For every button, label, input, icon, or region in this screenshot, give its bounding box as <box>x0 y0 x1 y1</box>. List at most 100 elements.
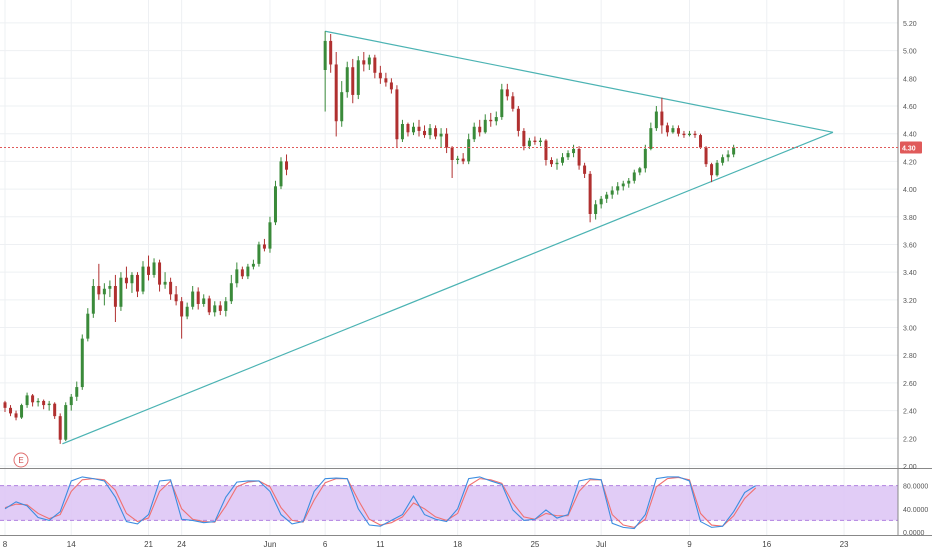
event-badge-label[interactable]: E <box>18 456 23 465</box>
candle-body <box>285 161 289 170</box>
y-tick-label: 4.80 <box>903 76 917 83</box>
x-tick-label: 11 <box>376 540 385 549</box>
oscillator-k-line <box>4 476 757 530</box>
candle-body <box>158 262 162 285</box>
y-tick-label: 2.20 <box>903 436 917 443</box>
candle-body <box>169 281 173 295</box>
oscillator-tick-label: 0.0000 <box>903 530 925 537</box>
candle-body <box>643 148 647 169</box>
candle-body <box>577 148 581 166</box>
candle-body <box>445 133 449 148</box>
candle-body <box>119 277 123 307</box>
candle-body <box>235 269 239 284</box>
candle-body <box>411 126 415 133</box>
candle-body <box>367 57 371 65</box>
y-tick-label: 3.80 <box>903 215 917 222</box>
last-price-marker: 4.30 <box>0 141 922 154</box>
candle-body <box>36 400 40 403</box>
candle-body <box>428 128 432 136</box>
candle-body <box>163 281 167 285</box>
candle-body <box>710 164 714 176</box>
trendlines <box>62 30 834 445</box>
candle-body <box>25 395 29 406</box>
candle-body <box>599 198 603 205</box>
grid <box>0 0 898 535</box>
candle-body <box>687 133 691 136</box>
candle-body <box>549 160 553 165</box>
candle-body <box>610 190 614 195</box>
candle-body <box>500 89 504 118</box>
candle-body <box>279 161 283 187</box>
candle-body <box>174 294 178 302</box>
candle-body <box>31 395 35 403</box>
trendline-lower <box>62 131 834 445</box>
candle-body <box>450 147 454 160</box>
candle-body <box>406 124 410 133</box>
x-tick-label: 16 <box>762 540 771 549</box>
candle-body <box>400 124 404 140</box>
candle-body <box>395 89 399 140</box>
candle-body <box>588 173 592 214</box>
candle-body <box>544 140 548 160</box>
candle-body <box>124 277 128 284</box>
candle-body <box>9 407 13 414</box>
candle-body <box>439 133 443 137</box>
candle-body <box>345 67 349 93</box>
candle-body <box>417 126 421 131</box>
candle-body <box>434 128 438 137</box>
candle-body <box>566 153 570 158</box>
candle-body <box>505 89 509 97</box>
candle-body <box>102 288 106 295</box>
x-tick-label: 14 <box>67 540 76 549</box>
candle-body <box>329 40 333 65</box>
y-tick-label: 3.00 <box>903 326 917 333</box>
candle-body <box>80 338 84 388</box>
candle-body <box>721 157 725 163</box>
candle-body <box>147 266 151 275</box>
candle-body <box>185 306 189 317</box>
candle-body <box>478 126 482 133</box>
candle-body <box>456 158 460 160</box>
candle-body <box>268 222 272 249</box>
candle-body <box>378 72 382 79</box>
trendline-upper <box>325 30 834 133</box>
last-price-label: 4.30 <box>902 146 916 153</box>
candle-body <box>522 130 526 147</box>
candle-body <box>180 301 184 317</box>
candle-body <box>152 262 156 275</box>
y-tick-label: 4.00 <box>903 187 917 194</box>
candle-body <box>632 172 636 181</box>
candle-body <box>130 274 134 284</box>
candle-body <box>86 313 90 339</box>
candle-body <box>621 183 625 187</box>
candle-body <box>389 82 393 90</box>
candle-body <box>229 283 233 302</box>
candle-body <box>224 301 228 311</box>
candle-body <box>676 128 680 134</box>
event-badge[interactable]: E <box>13 452 29 468</box>
candle-body <box>489 119 493 122</box>
y-tick-label: 2.80 <box>903 353 917 360</box>
candle-body <box>240 269 244 277</box>
candle-body <box>605 194 609 199</box>
candle-body <box>141 266 145 292</box>
candle-body <box>75 387 79 397</box>
candle-body <box>91 286 95 314</box>
x-tick-label: Jun <box>264 540 277 549</box>
candle-body <box>113 286 117 307</box>
candle-body <box>53 403 57 417</box>
event-badge-circle[interactable] <box>13 452 29 468</box>
y-tick-label: 5.00 <box>903 49 917 56</box>
candle-body <box>14 413 18 418</box>
candle-body <box>583 165 587 174</box>
candle-body <box>472 126 476 140</box>
candle-body <box>594 204 598 214</box>
x-tick-label: 23 <box>840 540 849 549</box>
candle-body <box>511 96 515 109</box>
candle-body <box>362 60 366 65</box>
candle-body <box>467 139 471 162</box>
candle-body <box>660 111 664 126</box>
candle-body <box>97 286 101 295</box>
candle-body <box>494 117 498 122</box>
